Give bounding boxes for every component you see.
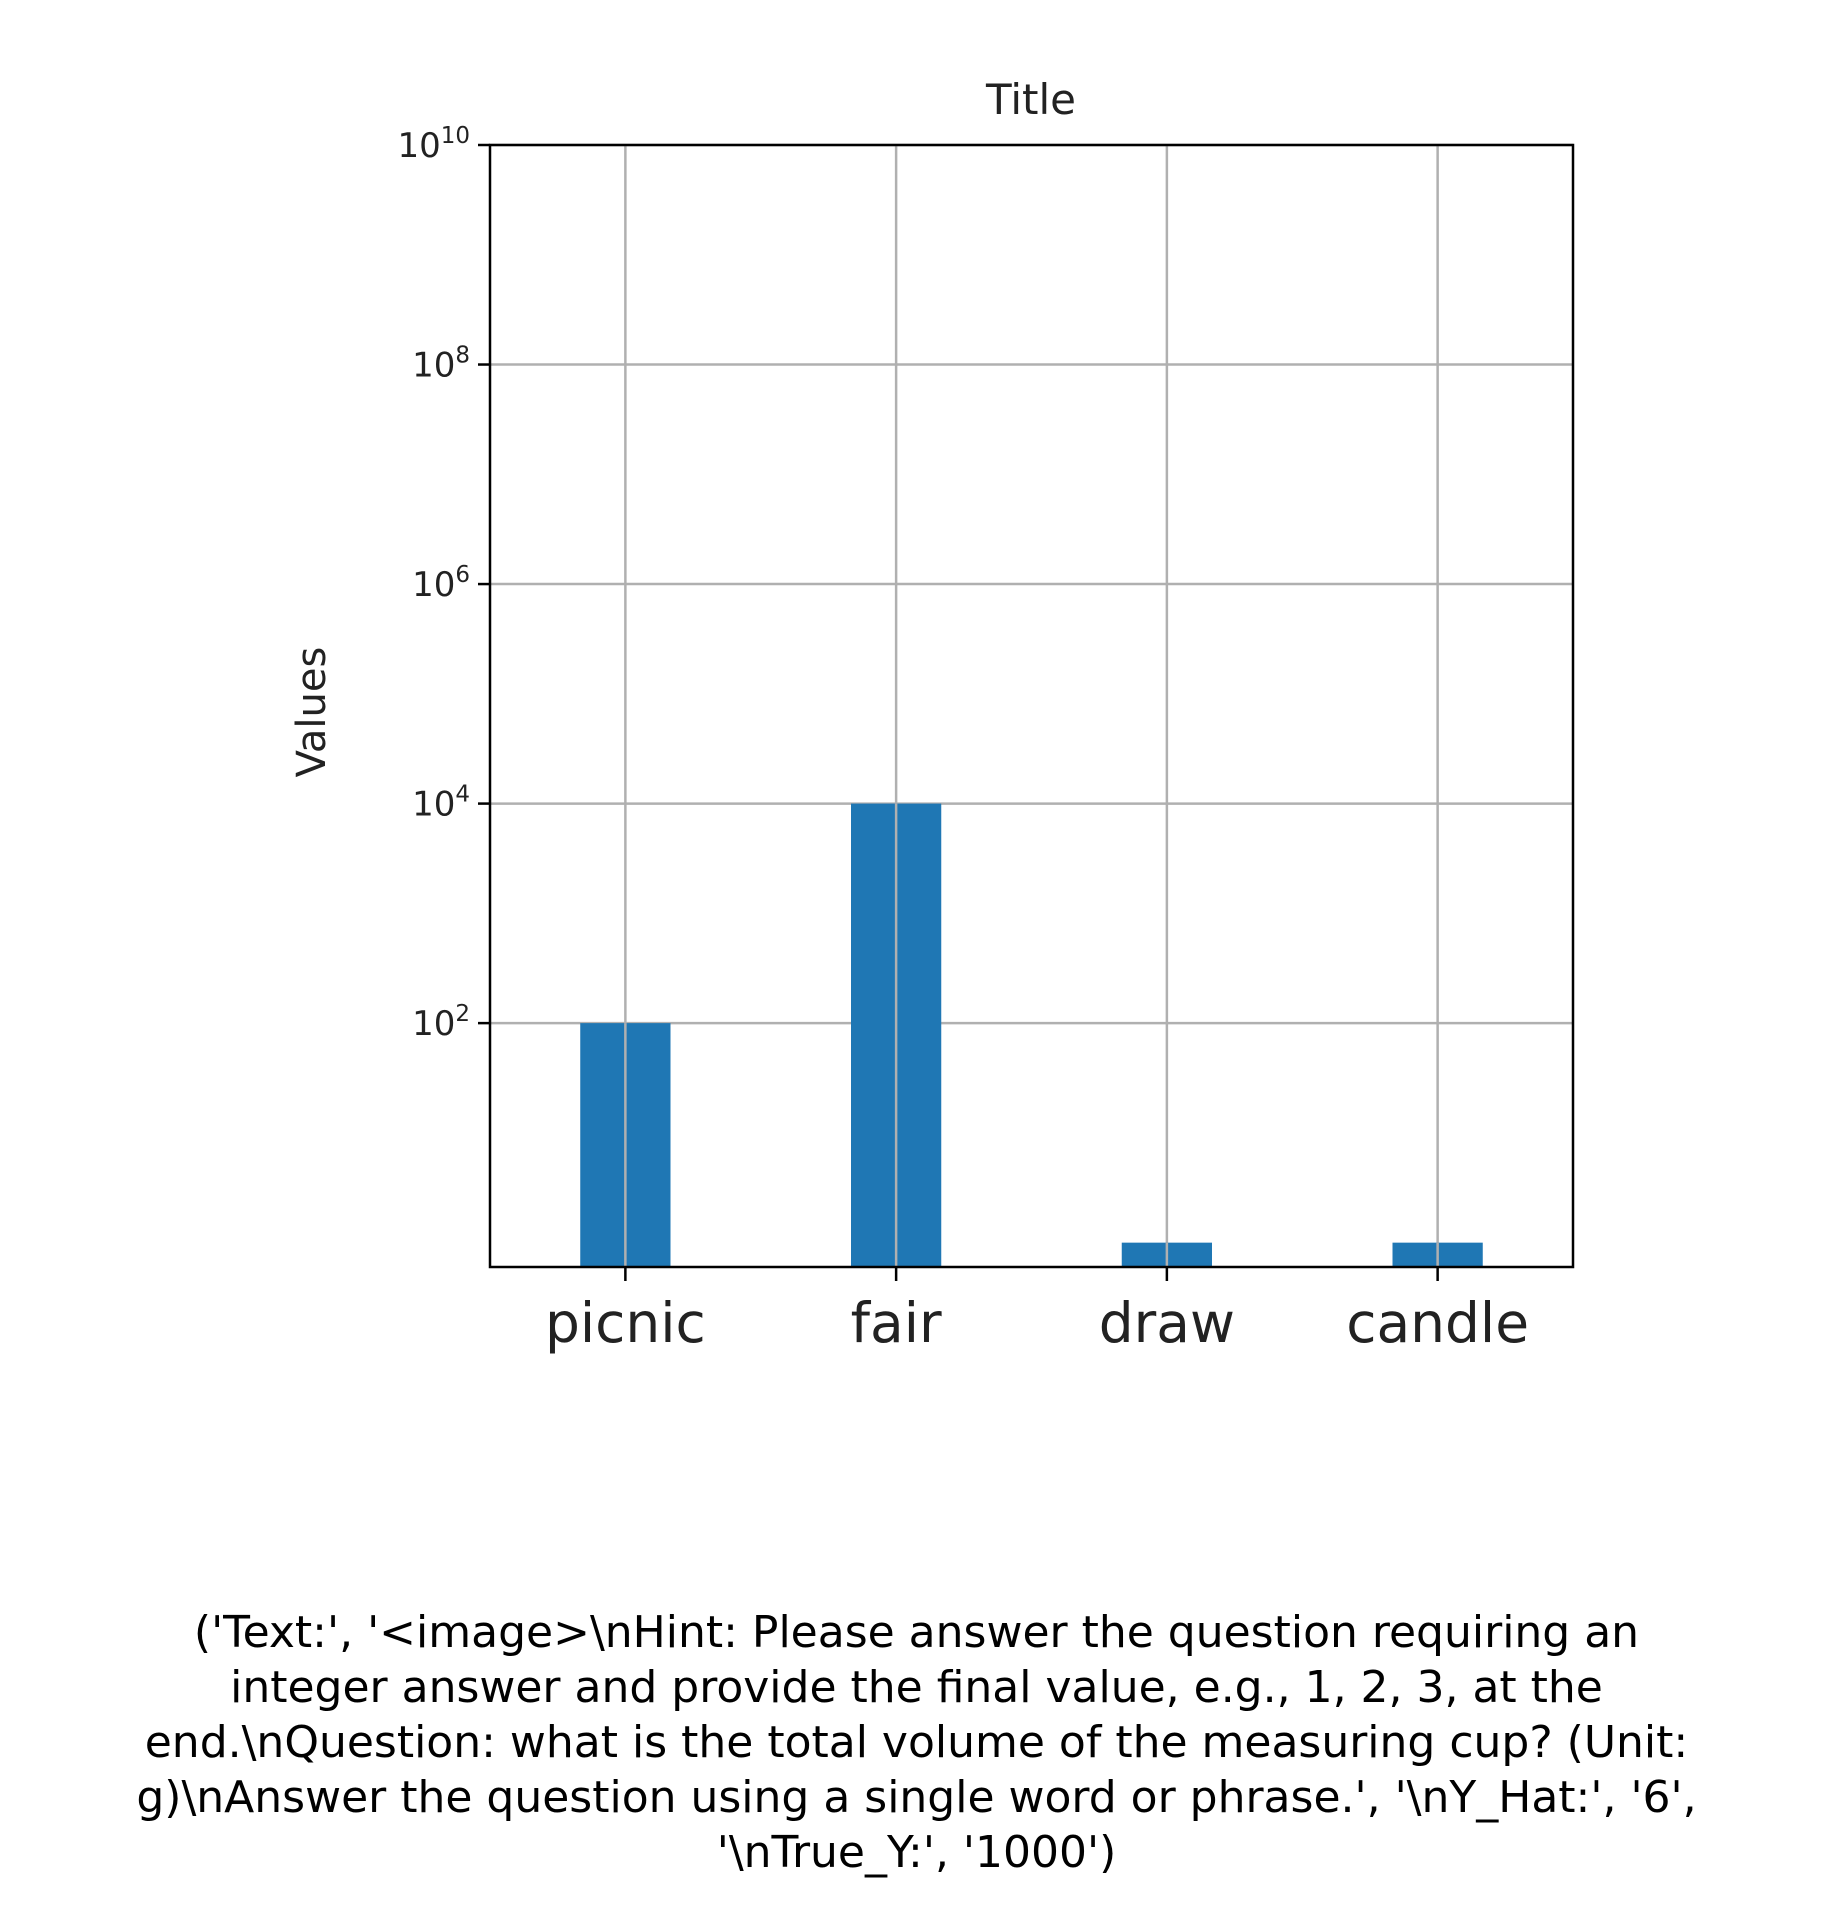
bar-chart: 102 104 106 108 1010 picnic fair draw candle Ti… (289, 75, 1575, 1355)
y-tick-label: 106 (412, 562, 470, 605)
x-tick-label: fair (851, 1291, 942, 1355)
caption-text: ('Text:', '<image>\nHint: Please answer … (136, 1607, 1697, 1878)
y-tick-label: 1010 (397, 123, 470, 166)
chart-title: Title (985, 75, 1076, 124)
y-axis-ticks: 102 104 106 108 1010 (397, 123, 490, 1044)
x-tick-label: candle (1346, 1291, 1529, 1355)
x-tick-label: draw (1099, 1291, 1235, 1355)
x-axis-ticks: picnic fair draw candle (545, 1267, 1529, 1355)
y-tick-label: 104 (412, 782, 470, 825)
y-axis-label: Values (289, 647, 335, 778)
x-tick-label: picnic (545, 1291, 706, 1355)
y-tick-label: 102 (412, 1001, 470, 1044)
plot-frame (488, 143, 1575, 1269)
y-tick-label: 108 (412, 343, 470, 386)
bars (580, 803, 1483, 1267)
